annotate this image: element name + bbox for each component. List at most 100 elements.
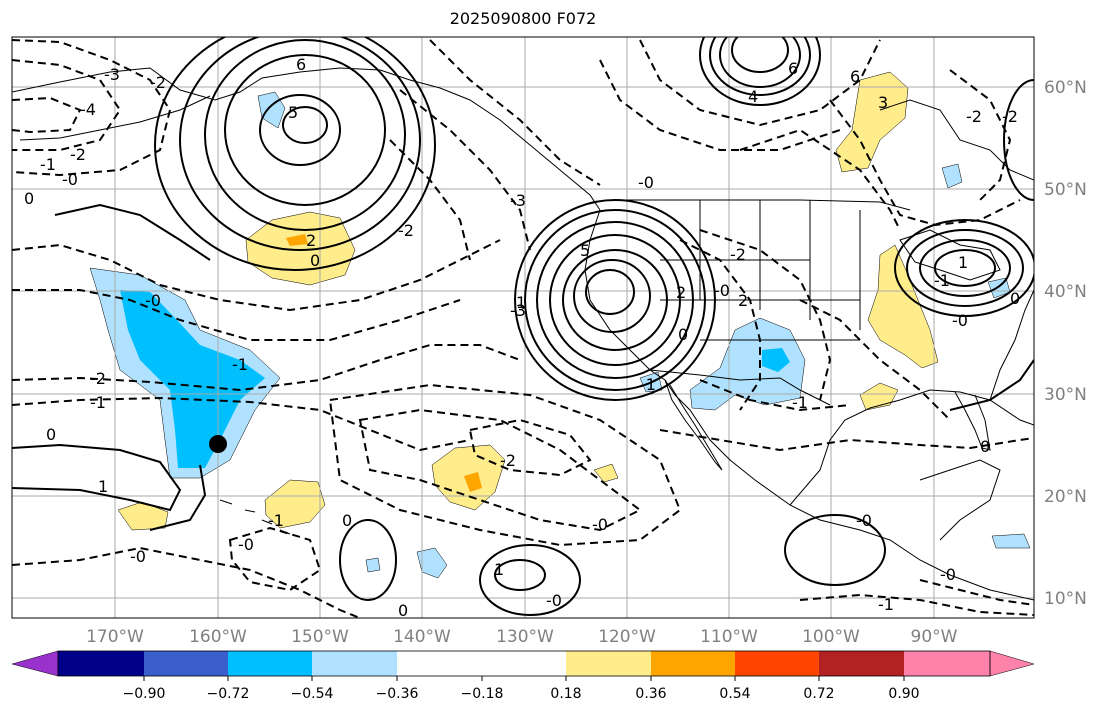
contour-label: -0 [145, 291, 161, 310]
contour-label: -2 [1002, 107, 1018, 126]
contour-label: -2 [150, 73, 166, 92]
contour-dash-pacific-4 [12, 396, 471, 452]
contour-canada-high-1 [699, 37, 821, 106]
colorbar-segment [482, 651, 566, 676]
contour-canada-high-3 [719, 37, 801, 88]
location-marker [209, 435, 227, 453]
contour-dash-east-1 [659, 429, 1034, 452]
shade-blue-west [120, 290, 265, 468]
contour-dash-central-2 [328, 383, 682, 547]
contour-dash-canada-5 [599, 59, 841, 151]
lon-tick-label: 110°W [700, 627, 758, 647]
contour-label: -0 [638, 173, 654, 192]
contour-label: -1 [232, 355, 248, 374]
shade-yellow-hawaii [264, 479, 326, 529]
lon-tick-label: 120°W [598, 627, 656, 647]
contour-dash-canada-1 [829, 99, 1021, 227]
contour-alaska-high-5 [259, 94, 341, 166]
contour-east-high-2 [906, 229, 1024, 307]
gulf-coast [789, 389, 1034, 506]
contour-label: -2 [966, 107, 982, 126]
contour-label: -0 [130, 547, 146, 566]
contour-dash-gulfak-3 [389, 139, 471, 261]
contour-label: -1 [40, 155, 56, 174]
contour-dash-canada-4 [639, 39, 881, 127]
colorbar-segment [651, 651, 735, 676]
map-title: 2025090800 F072 [449, 9, 597, 28]
contour-label: 2 [676, 283, 686, 302]
contour-gulf-high [784, 514, 886, 586]
contour-label: 1 [98, 477, 108, 496]
map-frame [11, 36, 1035, 619]
colorbar-segment [312, 651, 397, 676]
lon-tick-label: 100°W [802, 627, 860, 647]
shade-small-blue-4 [941, 163, 963, 189]
colorbar-outline [57, 650, 991, 677]
colorbar-tick-label: −0.54 [291, 686, 334, 702]
contour-calif-high-5 [562, 249, 668, 351]
contour-label: -1 [268, 511, 284, 530]
colorbar-tick-label: 0.18 [550, 686, 581, 702]
contour-label: -3 [510, 301, 526, 320]
east-coast [989, 289, 1034, 401]
shade-orange-central [464, 472, 482, 492]
shading-layer [89, 71, 1031, 579]
contour-dash-east-4 [919, 579, 1034, 606]
hawaii [219, 499, 291, 535]
contour-dash-east-2 [799, 299, 951, 421]
contour-dash-north-3 [12, 96, 82, 134]
colorbar-segment [566, 651, 651, 676]
colorbar-tick-label: −0.36 [376, 686, 419, 702]
contour-calif-high-3 [536, 221, 694, 379]
shade-yellow-canada [835, 71, 909, 173]
contour-label: 2 [306, 231, 316, 250]
hudson [879, 99, 1034, 181]
contour-label: 5 [580, 241, 590, 260]
contour-dash-east-5 [799, 593, 1034, 616]
contour-dash-north-1 [12, 39, 172, 177]
colorbar-tick-label: 0.72 [803, 686, 834, 702]
contour-pacific-zero [54, 203, 211, 261]
lon-tick-label: 90°W [911, 627, 958, 647]
contour-alaska-high-1 [224, 54, 386, 206]
contour-dash-east-3 [699, 379, 851, 412]
colorbar-segment [397, 651, 482, 676]
contour-calif-high-1 [514, 199, 716, 401]
contour-label: -0 [952, 311, 968, 330]
lat-tick-label: 10°N [1044, 589, 1087, 609]
lat-axis: 60°N 50°N 40°N 30°N 20°N 10°N [1044, 78, 1087, 609]
shade-yellow-great-lakes [867, 244, 939, 369]
contour-canada-high-4 [731, 37, 789, 73]
colorbar-extend-left [11, 650, 59, 677]
contour-label: -0 [592, 515, 608, 534]
lat-tick-label: 20°N [1044, 487, 1087, 507]
contour-label: -2 [90, 369, 106, 388]
contour-label: -3 [104, 65, 120, 84]
negative-contours [12, 39, 1034, 618]
colorbar-segment [58, 651, 144, 676]
contour-label: -4 [80, 100, 96, 119]
shade-orange-north-pacific [286, 234, 308, 246]
contour-label: -0 [940, 565, 956, 584]
contour-dash-mexico-2 [699, 229, 832, 401]
contour-dash-central-3 [468, 418, 592, 477]
contour-label: 5 [288, 103, 298, 122]
contour-dash-central-1 [358, 408, 642, 532]
alaska-coast [12, 67, 601, 211]
baja [664, 379, 723, 471]
contour-label: -0 [62, 170, 78, 189]
contour-east-high-3 [919, 239, 1011, 297]
contour-dash-pacific-3 [12, 344, 521, 392]
contour-dash-gulfak-1 [429, 39, 601, 186]
colorbar-segment [228, 651, 312, 676]
contour-label: 0 [678, 325, 688, 344]
contour-dash-pacific-1 [12, 239, 501, 312]
lat-tick-label: 40°N [1044, 282, 1087, 302]
contour-label: 4 [748, 87, 758, 106]
contour-label: 0 [24, 189, 34, 208]
contour-label: -0 [714, 281, 730, 300]
states-1 [660, 200, 861, 341]
lat-tick-label: 30°N [1044, 385, 1087, 405]
graticule [12, 37, 1034, 618]
